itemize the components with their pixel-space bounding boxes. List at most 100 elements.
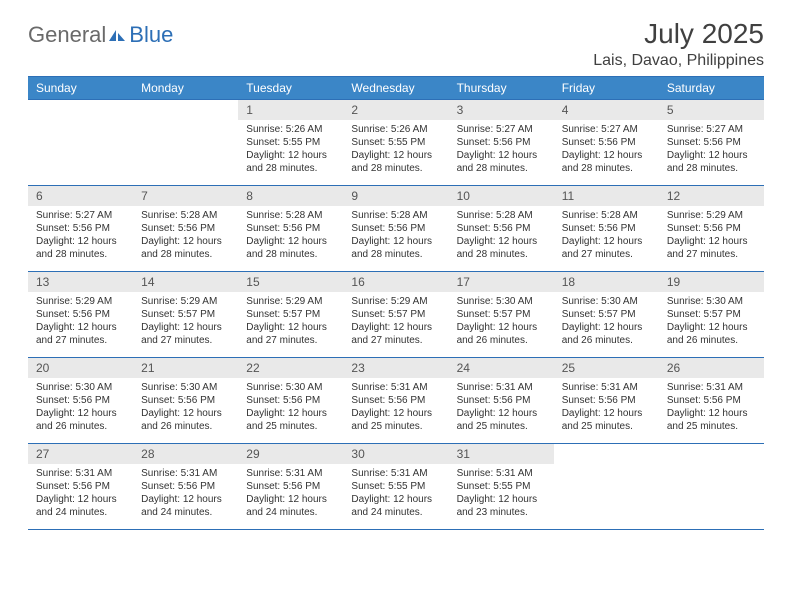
calendar-cell: 24Sunrise: 5:31 AMSunset: 5:56 PMDayligh… — [449, 358, 554, 444]
calendar-cell: 11Sunrise: 5:28 AMSunset: 5:56 PMDayligh… — [554, 186, 659, 272]
day-header-row: Sunday Monday Tuesday Wednesday Thursday… — [28, 77, 764, 100]
day-details: Sunrise: 5:27 AMSunset: 5:56 PMDaylight:… — [449, 120, 554, 179]
day-header: Friday — [554, 77, 659, 100]
calendar-cell: 19Sunrise: 5:30 AMSunset: 5:57 PMDayligh… — [659, 272, 764, 358]
calendar-body: 1Sunrise: 5:26 AMSunset: 5:55 PMDaylight… — [28, 100, 764, 530]
calendar-cell: 15Sunrise: 5:29 AMSunset: 5:57 PMDayligh… — [238, 272, 343, 358]
day-details: Sunrise: 5:29 AMSunset: 5:57 PMDaylight:… — [238, 292, 343, 351]
logo-sails-icon — [107, 28, 127, 42]
calendar-cell: 6Sunrise: 5:27 AMSunset: 5:56 PMDaylight… — [28, 186, 133, 272]
calendar-cell — [28, 100, 133, 186]
calendar-cell: 17Sunrise: 5:30 AMSunset: 5:57 PMDayligh… — [449, 272, 554, 358]
day-details: Sunrise: 5:27 AMSunset: 5:56 PMDaylight:… — [659, 120, 764, 179]
day-details: Sunrise: 5:30 AMSunset: 5:57 PMDaylight:… — [554, 292, 659, 351]
logo-text-general: General — [28, 22, 106, 48]
day-details: Sunrise: 5:29 AMSunset: 5:56 PMDaylight:… — [659, 206, 764, 265]
day-details: Sunrise: 5:28 AMSunset: 5:56 PMDaylight:… — [133, 206, 238, 265]
calendar-cell: 3Sunrise: 5:27 AMSunset: 5:56 PMDaylight… — [449, 100, 554, 186]
calendar-cell: 21Sunrise: 5:30 AMSunset: 5:56 PMDayligh… — [133, 358, 238, 444]
calendar-cell — [133, 100, 238, 186]
day-details: Sunrise: 5:26 AMSunset: 5:55 PMDaylight:… — [343, 120, 448, 179]
day-number: 13 — [28, 272, 133, 292]
calendar-cell: 31Sunrise: 5:31 AMSunset: 5:55 PMDayligh… — [449, 444, 554, 530]
day-number: 11 — [554, 186, 659, 206]
day-header: Monday — [133, 77, 238, 100]
calendar-cell: 1Sunrise: 5:26 AMSunset: 5:55 PMDaylight… — [238, 100, 343, 186]
day-details: Sunrise: 5:31 AMSunset: 5:56 PMDaylight:… — [133, 464, 238, 523]
day-number: 25 — [554, 358, 659, 378]
day-details: Sunrise: 5:31 AMSunset: 5:56 PMDaylight:… — [28, 464, 133, 523]
day-number: 4 — [554, 100, 659, 120]
day-number: 26 — [659, 358, 764, 378]
day-header: Saturday — [659, 77, 764, 100]
logo: General Blue — [28, 18, 173, 48]
day-number: 5 — [659, 100, 764, 120]
day-header: Wednesday — [343, 77, 448, 100]
calendar-cell: 29Sunrise: 5:31 AMSunset: 5:56 PMDayligh… — [238, 444, 343, 530]
day-number: 19 — [659, 272, 764, 292]
calendar-cell: 10Sunrise: 5:28 AMSunset: 5:56 PMDayligh… — [449, 186, 554, 272]
calendar-week-row: 13Sunrise: 5:29 AMSunset: 5:56 PMDayligh… — [28, 272, 764, 358]
day-number: 8 — [238, 186, 343, 206]
day-number: 23 — [343, 358, 448, 378]
calendar-week-row: 6Sunrise: 5:27 AMSunset: 5:56 PMDaylight… — [28, 186, 764, 272]
calendar-cell: 2Sunrise: 5:26 AMSunset: 5:55 PMDaylight… — [343, 100, 448, 186]
day-number: 2 — [343, 100, 448, 120]
day-details: Sunrise: 5:30 AMSunset: 5:56 PMDaylight:… — [28, 378, 133, 437]
day-details: Sunrise: 5:31 AMSunset: 5:55 PMDaylight:… — [449, 464, 554, 523]
calendar-cell: 5Sunrise: 5:27 AMSunset: 5:56 PMDaylight… — [659, 100, 764, 186]
day-number: 28 — [133, 444, 238, 464]
day-number: 15 — [238, 272, 343, 292]
day-details: Sunrise: 5:29 AMSunset: 5:57 PMDaylight:… — [133, 292, 238, 351]
calendar-week-row: 27Sunrise: 5:31 AMSunset: 5:56 PMDayligh… — [28, 444, 764, 530]
day-number: 1 — [238, 100, 343, 120]
day-number: 16 — [343, 272, 448, 292]
day-details: Sunrise: 5:29 AMSunset: 5:56 PMDaylight:… — [28, 292, 133, 351]
calendar-cell: 20Sunrise: 5:30 AMSunset: 5:56 PMDayligh… — [28, 358, 133, 444]
day-details: Sunrise: 5:31 AMSunset: 5:56 PMDaylight:… — [449, 378, 554, 437]
day-details: Sunrise: 5:29 AMSunset: 5:57 PMDaylight:… — [343, 292, 448, 351]
calendar-cell — [554, 444, 659, 530]
day-details: Sunrise: 5:31 AMSunset: 5:56 PMDaylight:… — [554, 378, 659, 437]
calendar-cell: 9Sunrise: 5:28 AMSunset: 5:56 PMDaylight… — [343, 186, 448, 272]
day-header: Sunday — [28, 77, 133, 100]
day-number: 31 — [449, 444, 554, 464]
day-details: Sunrise: 5:31 AMSunset: 5:56 PMDaylight:… — [343, 378, 448, 437]
title-block: July 2025 Lais, Davao, Philippines — [593, 18, 764, 70]
day-number: 12 — [659, 186, 764, 206]
calendar-cell: 22Sunrise: 5:30 AMSunset: 5:56 PMDayligh… — [238, 358, 343, 444]
calendar-cell: 7Sunrise: 5:28 AMSunset: 5:56 PMDaylight… — [133, 186, 238, 272]
day-details: Sunrise: 5:28 AMSunset: 5:56 PMDaylight:… — [238, 206, 343, 265]
day-details: Sunrise: 5:30 AMSunset: 5:56 PMDaylight:… — [238, 378, 343, 437]
day-header: Tuesday — [238, 77, 343, 100]
month-title: July 2025 — [593, 18, 764, 50]
day-details: Sunrise: 5:30 AMSunset: 5:57 PMDaylight:… — [449, 292, 554, 351]
day-number: 20 — [28, 358, 133, 378]
calendar-cell: 26Sunrise: 5:31 AMSunset: 5:56 PMDayligh… — [659, 358, 764, 444]
day-details: Sunrise: 5:28 AMSunset: 5:56 PMDaylight:… — [343, 206, 448, 265]
day-number: 18 — [554, 272, 659, 292]
day-details: Sunrise: 5:28 AMSunset: 5:56 PMDaylight:… — [554, 206, 659, 265]
day-number: 17 — [449, 272, 554, 292]
calendar-cell: 16Sunrise: 5:29 AMSunset: 5:57 PMDayligh… — [343, 272, 448, 358]
calendar-cell: 28Sunrise: 5:31 AMSunset: 5:56 PMDayligh… — [133, 444, 238, 530]
calendar-cell: 27Sunrise: 5:31 AMSunset: 5:56 PMDayligh… — [28, 444, 133, 530]
day-details: Sunrise: 5:30 AMSunset: 5:57 PMDaylight:… — [659, 292, 764, 351]
day-number: 14 — [133, 272, 238, 292]
calendar-cell: 14Sunrise: 5:29 AMSunset: 5:57 PMDayligh… — [133, 272, 238, 358]
day-details: Sunrise: 5:30 AMSunset: 5:56 PMDaylight:… — [133, 378, 238, 437]
day-details: Sunrise: 5:31 AMSunset: 5:56 PMDaylight:… — [238, 464, 343, 523]
day-number: 10 — [449, 186, 554, 206]
day-number: 6 — [28, 186, 133, 206]
calendar-week-row: 20Sunrise: 5:30 AMSunset: 5:56 PMDayligh… — [28, 358, 764, 444]
day-number: 22 — [238, 358, 343, 378]
day-details: Sunrise: 5:27 AMSunset: 5:56 PMDaylight:… — [554, 120, 659, 179]
day-details: Sunrise: 5:31 AMSunset: 5:55 PMDaylight:… — [343, 464, 448, 523]
day-number: 24 — [449, 358, 554, 378]
day-number: 7 — [133, 186, 238, 206]
calendar-cell: 12Sunrise: 5:29 AMSunset: 5:56 PMDayligh… — [659, 186, 764, 272]
day-number: 9 — [343, 186, 448, 206]
day-header: Thursday — [449, 77, 554, 100]
logo-text-blue: Blue — [129, 22, 173, 48]
day-number: 29 — [238, 444, 343, 464]
